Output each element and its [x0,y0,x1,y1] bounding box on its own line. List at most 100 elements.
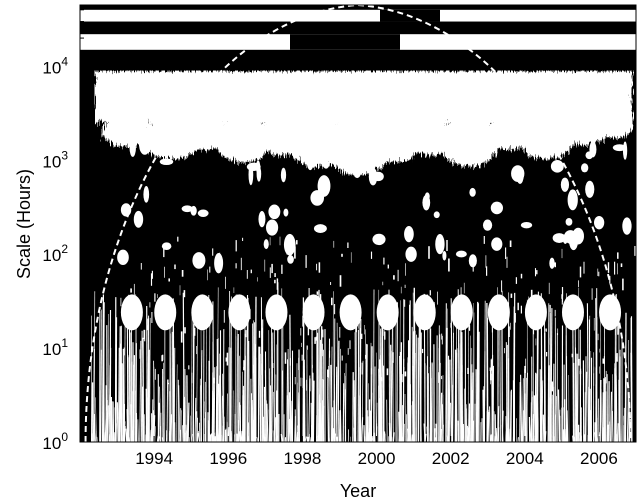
noise-streak-549 [573,362,575,442]
noise-streak-516 [404,393,406,442]
noise-streak-423 [140,330,143,442]
mid-blob-32 [192,252,206,269]
x-tick-label-3: 2000 [358,449,396,468]
noise-streak-498 [233,390,235,442]
noise-streak-877 [210,433,213,442]
noise-streak-346 [540,396,543,442]
noise-streak-473 [361,360,364,442]
noise-streak-722 [118,326,121,442]
mid-blob-24 [181,205,193,213]
x-tick-label-5: 2004 [506,449,544,468]
x-tick-label-2: 1998 [283,449,321,468]
noise-streak-718 [579,435,581,442]
mid-blob-63 [129,138,136,157]
noise-streak-292 [517,437,519,442]
noise-streak-861 [261,401,263,442]
noise-streak-533 [247,297,249,442]
noise-streak-605 [541,380,544,442]
noise-streak-457 [287,348,290,442]
mid-blob-7 [372,233,386,246]
noise-streak-851 [353,380,356,442]
mid-blob-5 [552,233,566,243]
mid-blob-40 [424,192,430,201]
noise-streak-724 [110,410,113,442]
daily-blob-2 [191,294,214,331]
noise-streak-73 [586,303,589,442]
mid-blob-42 [482,219,493,231]
noise-streak-29 [231,296,233,442]
noise-streak-880 [400,427,402,442]
noise-streak-560 [469,335,471,442]
noise-streak-615 [243,306,246,442]
noise-streak-617 [154,426,156,442]
noise-streak-635 [335,366,338,442]
mid-blob-49 [435,234,445,255]
noise-streak-704 [128,357,130,442]
noise-streak-747 [408,309,410,442]
noise-streak-491 [263,416,265,442]
noise-streak-403 [252,323,254,442]
daily-blob-0 [120,294,143,331]
mid-blob-56 [214,252,224,274]
noise-streak-796 [331,408,333,442]
noise-streak-389 [306,437,308,442]
noise-streak-865 [366,344,368,442]
noise-streak-384 [333,318,336,442]
noise-streak-812 [196,432,199,442]
noise-streak-874 [368,399,371,442]
noise-streak-768 [556,396,558,442]
noise-streak-209 [273,391,275,442]
mid-blob-0 [159,158,174,166]
small-scale-noise [90,236,636,442]
noise-streak-582 [182,292,185,442]
cone-of-influence-line [84,5,632,442]
noise-streak-876 [112,414,115,442]
noise-streak-482 [215,431,217,442]
noise-streak-365 [208,318,211,442]
noise-streak-831 [482,389,485,442]
noise-streak-602 [544,431,547,442]
noise-streak-289 [170,414,172,442]
noise-streak-484 [305,436,307,442]
y-axis: 100 101 102 103 104 [42,9,87,453]
noise-streak-499 [547,303,550,442]
noise-streak-462 [616,356,618,442]
noise-streak-834 [373,289,375,442]
noise-streak-787 [241,430,244,442]
noise-streak-859 [173,435,175,442]
noise-streak-890 [247,422,249,442]
noise-streak-564 [386,399,388,442]
mid-blob-11 [622,217,632,235]
x-tick-label-1: 1996 [209,449,247,468]
noise-streak-853 [536,291,539,442]
noise-streak-4 [428,373,430,442]
noise-streak-596 [125,421,127,442]
noise-streak-335 [610,391,613,442]
y-tick-label-1: 101 [42,336,68,359]
noise-streak-367 [288,418,291,442]
noise-streak-754 [137,419,139,442]
noise-streak-666 [191,434,193,442]
noise-streak-710 [440,392,443,442]
noise-streak-664 [594,432,596,442]
noise-streak-608 [446,357,448,442]
mid-blob-53 [256,165,262,182]
noise-streak-636 [327,377,329,442]
noise-streak-698 [487,411,490,442]
noise-streak-634 [290,400,293,442]
noise-streak-732 [334,433,337,442]
plot-frame [79,4,637,443]
noise-streak-203 [380,324,383,442]
noise-streak-821 [534,436,537,442]
annual-band-core [94,70,633,123]
noise-streak-357 [411,326,414,442]
mid-blob-22 [268,204,281,220]
mid-blob-18 [405,246,417,262]
noise-streak-846 [430,378,432,442]
noise-streak-840 [345,363,347,442]
noise-streak-870 [270,319,272,442]
noise-streak-551 [281,436,283,442]
noise-streak-417 [240,430,243,442]
mid-blob-67 [468,254,477,268]
